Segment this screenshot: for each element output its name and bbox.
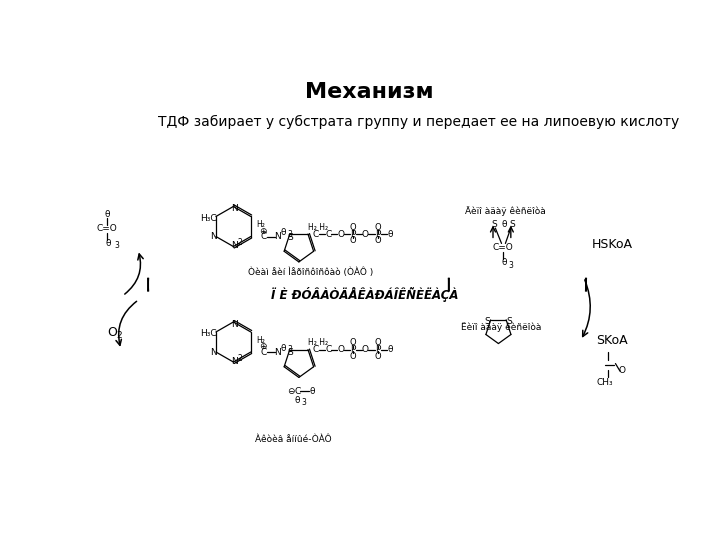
Text: C: C — [312, 230, 319, 239]
Text: θ: θ — [106, 239, 112, 248]
Text: ⊕: ⊕ — [258, 227, 266, 235]
Text: N: N — [231, 320, 238, 329]
Text: C=O: C=O — [492, 243, 513, 252]
Text: CH₃: CH₃ — [596, 377, 613, 387]
Text: θ: θ — [104, 211, 109, 219]
Text: θ: θ — [387, 230, 393, 239]
Text: N: N — [210, 232, 217, 241]
Text: C: C — [294, 387, 300, 396]
Text: θ: θ — [281, 228, 286, 237]
Text: θ: θ — [310, 387, 315, 396]
Text: θ: θ — [502, 220, 508, 229]
Text: C: C — [261, 232, 267, 241]
Text: H₂ H₂: H₂ H₂ — [308, 222, 328, 232]
Text: N: N — [210, 348, 217, 356]
Text: O: O — [374, 338, 381, 347]
Text: O: O — [350, 222, 356, 232]
Text: N: N — [231, 204, 238, 213]
Text: C=O: C=O — [96, 224, 117, 233]
Text: C: C — [312, 345, 319, 354]
Text: Ëèïî àäàÿ êèñëîòà: Ëèïî àäàÿ êèñëîòà — [461, 322, 541, 332]
Text: 3: 3 — [287, 345, 292, 354]
Text: O: O — [374, 222, 381, 232]
Text: Òèàì åèí Ìåðîñôîñôàò (ÒÀÔ ): Òèàì åèí Ìåðîñôîñôàò (ÒÀÔ ) — [248, 268, 374, 278]
Text: θ: θ — [281, 343, 286, 353]
Text: θ: θ — [502, 258, 508, 267]
Text: S: S — [506, 317, 512, 326]
Text: Ï È ÐÓÂÀÒÄÅÊÀÐÁÎÊÑÈËÀÇÀ: Ï È ÐÓÂÀÒÄÅÊÀÐÁÎÊÑÈËÀÇÀ — [271, 287, 459, 302]
Text: 3: 3 — [301, 399, 306, 407]
Text: N: N — [274, 348, 282, 356]
Text: O: O — [350, 237, 356, 246]
Text: O: O — [350, 352, 356, 361]
Text: H₂: H₂ — [256, 336, 266, 345]
Text: 3: 3 — [114, 241, 119, 250]
Text: O: O — [337, 345, 344, 354]
Text: 2: 2 — [238, 238, 243, 247]
Text: O: O — [618, 366, 625, 375]
Text: S: S — [288, 348, 294, 357]
Text: O: O — [374, 352, 381, 361]
Text: O: O — [107, 326, 117, 339]
Text: 3: 3 — [508, 260, 513, 269]
Text: 3: 3 — [287, 230, 292, 239]
Text: C: C — [325, 345, 331, 354]
Text: N: N — [274, 232, 282, 241]
Text: H₂: H₂ — [256, 220, 266, 230]
Text: P: P — [375, 230, 380, 239]
Text: 2: 2 — [116, 332, 122, 340]
Text: θ: θ — [387, 345, 393, 354]
Text: H₂ H₂: H₂ H₂ — [308, 338, 328, 347]
Text: P: P — [350, 345, 356, 354]
Text: O: O — [374, 237, 381, 246]
Text: S: S — [491, 220, 497, 229]
Text: HSKoA: HSKoA — [592, 238, 633, 251]
Text: Àêòèâ åííûé-ÒÀÔ: Àêòèâ åííûé-ÒÀÔ — [255, 435, 331, 444]
Text: SKoA: SKoA — [597, 334, 628, 347]
Text: N: N — [231, 357, 238, 366]
Text: O: O — [337, 230, 344, 239]
Text: θ: θ — [294, 396, 300, 405]
Text: C: C — [261, 348, 267, 356]
Text: O: O — [362, 230, 369, 239]
Text: ⊕: ⊕ — [258, 342, 266, 351]
Text: P: P — [375, 345, 380, 354]
Text: ТДФ забирает у субстрата группу и передает ее на липоевую кислоту: ТДФ забирает у субстрата группу и переда… — [158, 115, 680, 129]
Text: S: S — [485, 317, 490, 326]
Text: P: P — [350, 230, 356, 239]
Text: N: N — [231, 241, 238, 250]
Text: O: O — [362, 345, 369, 354]
Text: Механизм: Механизм — [305, 82, 433, 102]
Text: H₃C: H₃C — [200, 213, 217, 222]
Text: C: C — [325, 230, 331, 239]
Text: O: O — [350, 338, 356, 347]
Text: Ãèïî àäàÿ êèñëîòà: Ãèïî àäàÿ êèñëîòà — [465, 206, 546, 216]
Text: 2: 2 — [238, 354, 243, 363]
Text: ⊖: ⊖ — [287, 387, 295, 396]
Text: S: S — [510, 220, 516, 229]
Text: H₃C: H₃C — [200, 329, 217, 338]
Text: S: S — [288, 233, 294, 241]
